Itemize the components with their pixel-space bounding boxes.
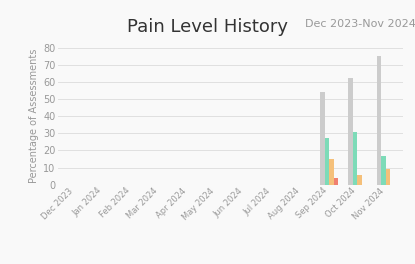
- Text: Pain Level History: Pain Level History: [127, 18, 288, 36]
- Bar: [357, 175, 362, 185]
- Bar: [325, 138, 329, 185]
- Bar: [320, 92, 325, 185]
- Bar: [381, 156, 386, 185]
- Bar: [329, 159, 334, 185]
- Bar: [348, 78, 353, 185]
- Y-axis label: Percentage of Assessments: Percentage of Assessments: [29, 49, 39, 183]
- Text: Dec 2023-Nov 2024  ⓘ: Dec 2023-Nov 2024 ⓘ: [305, 18, 415, 29]
- Bar: [376, 56, 381, 185]
- Bar: [353, 132, 357, 185]
- Bar: [334, 178, 338, 185]
- Bar: [386, 169, 390, 185]
